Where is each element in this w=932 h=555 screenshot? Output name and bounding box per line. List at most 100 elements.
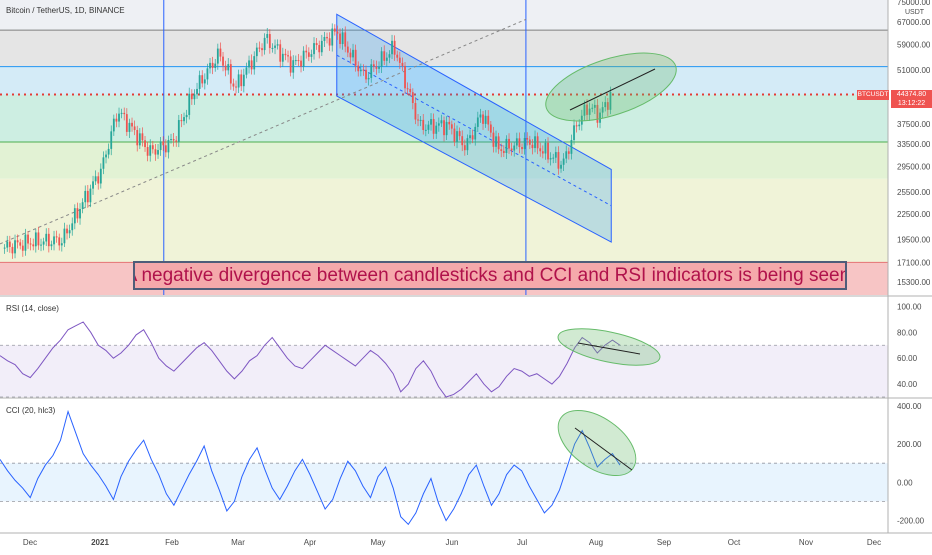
- candle-body-6: [19, 242, 22, 246]
- candle-body-87: [229, 64, 232, 84]
- x-tick-8: Aug: [589, 538, 603, 547]
- candle-body-34: [92, 181, 94, 189]
- candle-body-62: [164, 145, 167, 153]
- candle-body-18: [50, 244, 53, 247]
- candle-body-97: [255, 47, 258, 57]
- candle-body-100: [263, 37, 266, 51]
- x-tick-1: 2021: [91, 538, 109, 547]
- candle-body-26: [71, 223, 74, 231]
- price-y-tick-6: 33500.00: [897, 140, 931, 149]
- rsi-y-tick-1: 80.00: [897, 328, 918, 337]
- candle-body-142: [372, 64, 375, 67]
- candle-body-194: [508, 138, 510, 149]
- candle-body-127: [333, 28, 336, 32]
- candle-body-48: [128, 122, 131, 132]
- candle-body-184: [482, 114, 484, 124]
- candle-body-43: [115, 118, 118, 122]
- candle-body-33: [89, 188, 92, 203]
- candle-body-86: [227, 64, 230, 71]
- candle-body-128: [336, 31, 339, 34]
- candle-body-181: [474, 126, 477, 140]
- rsi-y-tick-2: 60.00: [897, 354, 918, 363]
- candle-body-56: [149, 145, 152, 156]
- candle-body-178: [466, 138, 469, 151]
- candle-body-91: [240, 74, 243, 87]
- cci-y-tick-2: 0.00: [897, 478, 913, 487]
- candle-body-79: [209, 62, 211, 69]
- candle-body-16: [45, 233, 48, 242]
- candle-body-55: [146, 147, 149, 156]
- candle-body-92: [242, 74, 245, 87]
- candle-body-9: [27, 234, 29, 244]
- candle-body-1: [6, 241, 9, 248]
- channel-midline: [336, 54, 612, 207]
- candle-body-223: [583, 104, 586, 116]
- candle-body-29: [79, 208, 81, 219]
- candle-body-96: [253, 56, 256, 70]
- candle-body-36: [97, 176, 100, 184]
- candle-body-229: [599, 112, 601, 123]
- candle-body-37: [99, 168, 102, 184]
- candle-body-123: [323, 36, 326, 41]
- candle-body-77: [203, 79, 206, 84]
- candle-body-102: [268, 34, 271, 49]
- price-y-tick-8: 25500.00: [897, 188, 931, 197]
- x-tick-6: Jun: [446, 538, 459, 547]
- cci-y-tick-0: 400.00: [897, 402, 922, 411]
- candle-body-130: [341, 32, 344, 45]
- candle-body-73: [193, 94, 196, 100]
- candle-body-68: [180, 120, 183, 122]
- candle-body-52: [138, 133, 141, 146]
- price-zone-2: [0, 66, 888, 95]
- candle-body-108: [284, 53, 287, 56]
- candle-body-212: [554, 152, 557, 158]
- divergence-annotation: A negative divergence between candlestic…: [133, 261, 847, 290]
- candle-body-201: [526, 138, 529, 140]
- candle-body-124: [326, 36, 328, 39]
- candle-body-180: [471, 135, 474, 140]
- x-tick-5: May: [370, 538, 385, 547]
- candle-body-49: [131, 122, 133, 127]
- candle-body-53: [141, 133, 144, 141]
- candle-body-98: [258, 47, 261, 49]
- candle-body-206: [539, 148, 542, 152]
- candle-body-17: [47, 233, 50, 247]
- candle-body-3: [11, 246, 14, 254]
- candle-body-38: [102, 157, 105, 169]
- candle-body-228: [596, 104, 599, 123]
- candle-body-25: [68, 230, 71, 234]
- candle-body-105: [276, 44, 279, 46]
- candle-body-59: [157, 150, 159, 155]
- candle-body-197: [515, 138, 518, 146]
- candle-body-137: [359, 69, 362, 72]
- candle-body-219: [573, 125, 575, 141]
- candle-body-148: [388, 54, 391, 58]
- candle-body-109: [287, 55, 289, 57]
- rsi-band-fill: [0, 345, 888, 397]
- candle-body-174: [456, 131, 458, 142]
- candle-body-211: [552, 157, 555, 159]
- candle-body-106: [279, 44, 282, 62]
- candle-body-207: [541, 151, 544, 154]
- candle-body-155: [406, 88, 409, 90]
- candle-body-165: [432, 119, 435, 134]
- candle-body-217: [567, 151, 570, 154]
- candle-body-166: [435, 125, 438, 134]
- candle-body-140: [367, 77, 370, 80]
- cci-panel-bg: [0, 402, 888, 532]
- candle-body-141: [370, 64, 373, 78]
- candle-body-153: [401, 62, 404, 66]
- candle-body-117: [307, 52, 310, 57]
- candle-body-157: [411, 92, 414, 104]
- candle-body-135: [354, 49, 357, 66]
- candle-body-214: [560, 164, 562, 169]
- price-zone-0: [0, 0, 888, 31]
- candle-body-21: [58, 237, 61, 246]
- candle-body-131: [344, 32, 347, 47]
- x-tick-4: Apr: [304, 538, 317, 547]
- candle-body-23: [63, 228, 66, 244]
- candle-body-80: [211, 62, 214, 69]
- candle-body-172: [450, 124, 453, 129]
- candle-body-116: [305, 50, 308, 53]
